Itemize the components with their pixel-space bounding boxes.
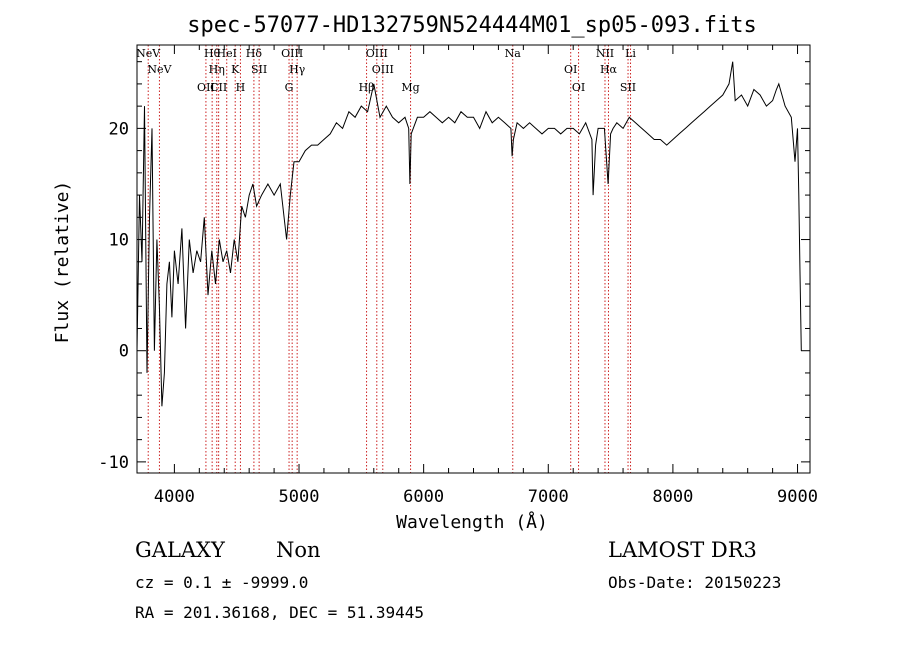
line-label: OI <box>572 81 585 94</box>
line-label: Hγ <box>289 63 306 76</box>
line-label: OIII <box>366 47 388 60</box>
x-tick-label: 4000 <box>154 487 195 507</box>
redshift-cz: cz = 0.1 ± -9999.0 <box>135 573 309 592</box>
spectral-line-labels: NeV NeV OII Hθ Hη CII HeI KH Hδ SII G OIII Hγ Hβ OIII O… <box>136 47 636 94</box>
y-axis-ticks: -10 0 10 20 <box>98 61 810 473</box>
spectral-line-markers <box>147 45 632 473</box>
x-tick-label: 7000 <box>528 487 569 507</box>
y-tick-label: 10 <box>109 231 129 251</box>
line-label: HeI <box>217 47 237 60</box>
line-label: K <box>231 63 240 76</box>
line-label: Hβ <box>359 81 375 94</box>
line-label: SII <box>251 63 267 76</box>
line-label: OIII <box>281 47 303 60</box>
coordinates: RA = 201.36168, DEC = 51.39445 <box>135 603 424 622</box>
line-label: OI <box>564 63 577 76</box>
line-label: Hα <box>600 63 618 76</box>
y-tick-label: 20 <box>109 119 129 139</box>
object-class: GALAXY <box>135 538 225 562</box>
line-label: OIII <box>372 63 394 76</box>
chart-title: spec-57077-HD132759N524444M01_sp05-093.f… <box>187 13 757 38</box>
object-subclass: Non <box>276 538 321 562</box>
x-tick-label: 8000 <box>652 487 693 507</box>
line-label: Na <box>505 47 522 60</box>
line-label: Hη <box>209 63 225 76</box>
x-axis-ticks: 4000 5000 6000 7000 8000 9000 <box>154 45 818 507</box>
x-axis-label: Wavelength (Å) <box>396 511 548 533</box>
line-label: Hθ <box>204 47 221 60</box>
line-label: Mg <box>401 81 419 94</box>
x-tick-label: 6000 <box>403 487 444 507</box>
observation-date: Obs-Date: 20150223 <box>608 573 782 592</box>
line-label: NII <box>596 47 614 60</box>
survey-name: LAMOST DR3 <box>608 538 757 562</box>
y-tick-label: 0 <box>119 342 129 362</box>
line-label: NeV <box>136 47 161 60</box>
line-label: CII <box>210 81 227 94</box>
line-label: Hδ <box>246 47 263 60</box>
line-label: H <box>236 81 246 94</box>
line-label: NeV <box>147 63 172 76</box>
y-tick-label: -10 <box>98 453 129 473</box>
line-label: SII <box>620 81 636 94</box>
y-axis-label: Flux (relative) <box>52 181 73 344</box>
line-label: OII <box>197 81 215 94</box>
x-tick-label: 9000 <box>777 487 818 507</box>
line-label: Li <box>625 47 636 60</box>
spectrum-line <box>136 61 802 407</box>
x-tick-label: 5000 <box>279 487 320 507</box>
line-label: G <box>285 81 294 94</box>
